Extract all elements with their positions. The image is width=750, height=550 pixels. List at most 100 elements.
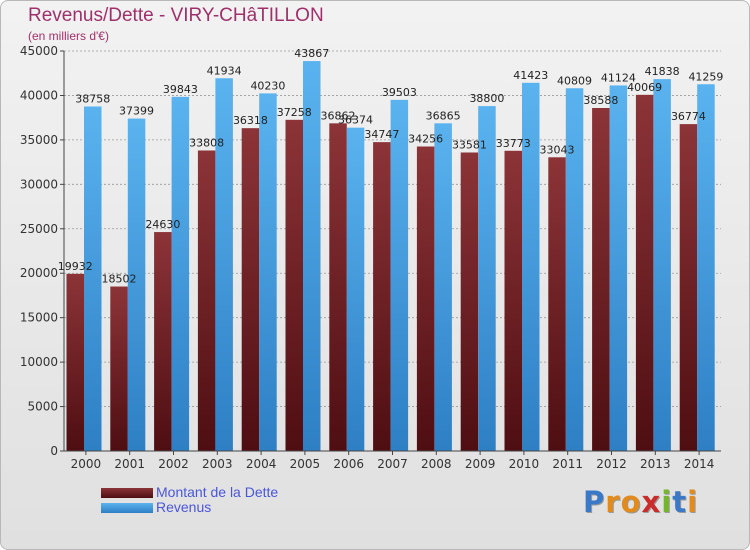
x-tick-label: 2003 xyxy=(202,457,233,471)
logo-letter: i xyxy=(687,485,699,519)
bar-debt xyxy=(241,128,260,451)
data-label-revenue: 43867 xyxy=(294,47,329,60)
data-label-debt: 19932 xyxy=(58,260,93,273)
x-tick-label: 2012 xyxy=(596,457,627,471)
bar-revenue xyxy=(653,79,671,452)
y-tick-label: 0 xyxy=(50,444,58,458)
bar-debt xyxy=(679,124,698,452)
x-tick-label: 2000 xyxy=(71,457,102,471)
y-tick-label: 25000 xyxy=(20,222,58,236)
bar-debt xyxy=(548,157,566,452)
data-label-revenue: 36865 xyxy=(426,109,461,122)
x-tick-label: 2010 xyxy=(509,457,540,471)
bar-revenue xyxy=(303,61,321,452)
data-label-revenue: 41838 xyxy=(645,65,680,78)
data-label-debt: 33808 xyxy=(189,136,224,149)
bar-debt xyxy=(373,142,391,452)
x-tick-label: 2005 xyxy=(290,457,321,471)
logo-letter: t xyxy=(672,485,688,519)
data-label-debt: 24630 xyxy=(145,218,180,231)
bar-debt xyxy=(460,152,479,451)
bar-revenue xyxy=(390,99,409,452)
bar-revenue xyxy=(259,93,277,452)
y-tick-label: 40000 xyxy=(20,88,58,102)
bar-debt xyxy=(635,94,654,451)
bar-revenue xyxy=(84,106,102,452)
data-label-revenue: 38800 xyxy=(469,92,504,105)
bar-revenue xyxy=(434,123,452,452)
data-label-debt: 36862 xyxy=(321,109,356,122)
x-tick-label: 2014 xyxy=(684,457,715,471)
logo-letter: i xyxy=(661,485,673,519)
y-tick-label: 15000 xyxy=(20,311,58,325)
bar-revenue xyxy=(127,118,146,451)
x-tick-label: 2008 xyxy=(421,457,452,471)
bar-revenue xyxy=(609,85,628,451)
bar-debt xyxy=(154,232,172,451)
bar-revenue xyxy=(697,84,715,452)
x-tick-label: 2007 xyxy=(377,457,408,471)
chart-title: Revenus/Dette - VIRY-CHâTILLON xyxy=(28,5,324,26)
data-label-debt: 37258 xyxy=(277,106,312,119)
x-tick-label: 2013 xyxy=(640,457,671,471)
data-label-debt: 40069 xyxy=(627,81,662,94)
data-label-revenue: 37399 xyxy=(119,105,154,118)
data-label-debt: 33043 xyxy=(540,143,575,156)
data-label-revenue: 41259 xyxy=(688,70,723,83)
y-tick-label: 45000 xyxy=(20,44,58,58)
bar-revenue xyxy=(565,88,584,452)
data-label-revenue: 41124 xyxy=(601,71,636,84)
logo-letter: x xyxy=(641,485,662,519)
logo-letter: o xyxy=(620,485,642,519)
x-tick-label: 2001 xyxy=(114,457,145,471)
bar-revenue xyxy=(346,127,365,452)
legend-swatch-debt xyxy=(101,488,153,498)
data-label-debt: 38588 xyxy=(583,94,618,107)
x-tick-label: 2009 xyxy=(465,457,496,471)
data-label-debt: 36318 xyxy=(233,114,268,127)
bar-revenue xyxy=(171,96,190,451)
data-label-revenue: 36374 xyxy=(338,114,373,127)
y-tick-label: 30000 xyxy=(20,177,58,191)
data-label-revenue: 41423 xyxy=(513,69,548,82)
y-tick-label: 10000 xyxy=(20,355,58,369)
data-label-debt: 33581 xyxy=(452,139,487,152)
data-label-debt: 33773 xyxy=(496,137,531,150)
data-label-revenue: 39503 xyxy=(382,86,417,99)
y-tick-label: 5000 xyxy=(27,400,58,414)
bar-debt xyxy=(110,286,128,451)
bar-debt xyxy=(329,123,347,452)
bar-revenue xyxy=(522,82,540,451)
x-tick-label: 2002 xyxy=(158,457,189,471)
logo-letter: P xyxy=(583,485,606,519)
y-tick-label: 20000 xyxy=(20,266,58,280)
bar-debt xyxy=(66,273,84,451)
data-label-debt: 36774 xyxy=(671,110,706,123)
data-label-debt: 34747 xyxy=(364,128,399,141)
legend-label-debt: Montant de la Dette xyxy=(156,484,279,500)
data-label-revenue: 39843 xyxy=(163,83,198,96)
bar-debt xyxy=(285,119,303,451)
data-label-revenue: 40230 xyxy=(250,79,285,92)
x-tick-label: 2011 xyxy=(552,457,583,471)
chart-subtitle: (en milliers d'€) xyxy=(28,29,109,43)
proxiti-logo: Proxiti xyxy=(583,485,698,519)
legend-swatch-revenue xyxy=(101,503,153,513)
bar-revenue xyxy=(215,78,233,452)
data-label-revenue: 38758 xyxy=(75,92,110,105)
x-tick-label: 2004 xyxy=(246,457,277,471)
legend-label-revenue: Revenus xyxy=(156,499,212,515)
data-label-revenue: 41934 xyxy=(207,64,242,77)
data-label-revenue: 40809 xyxy=(557,74,592,87)
logo-letter: r xyxy=(605,485,621,519)
bar-debt xyxy=(504,150,522,451)
bar-debt xyxy=(592,107,610,452)
data-label-debt: 18502 xyxy=(102,273,137,286)
bar-debt xyxy=(197,150,216,452)
y-tick-label: 35000 xyxy=(20,133,58,147)
bar-debt xyxy=(416,146,435,451)
bar-revenue xyxy=(478,106,496,451)
x-tick-label: 2006 xyxy=(333,457,364,471)
